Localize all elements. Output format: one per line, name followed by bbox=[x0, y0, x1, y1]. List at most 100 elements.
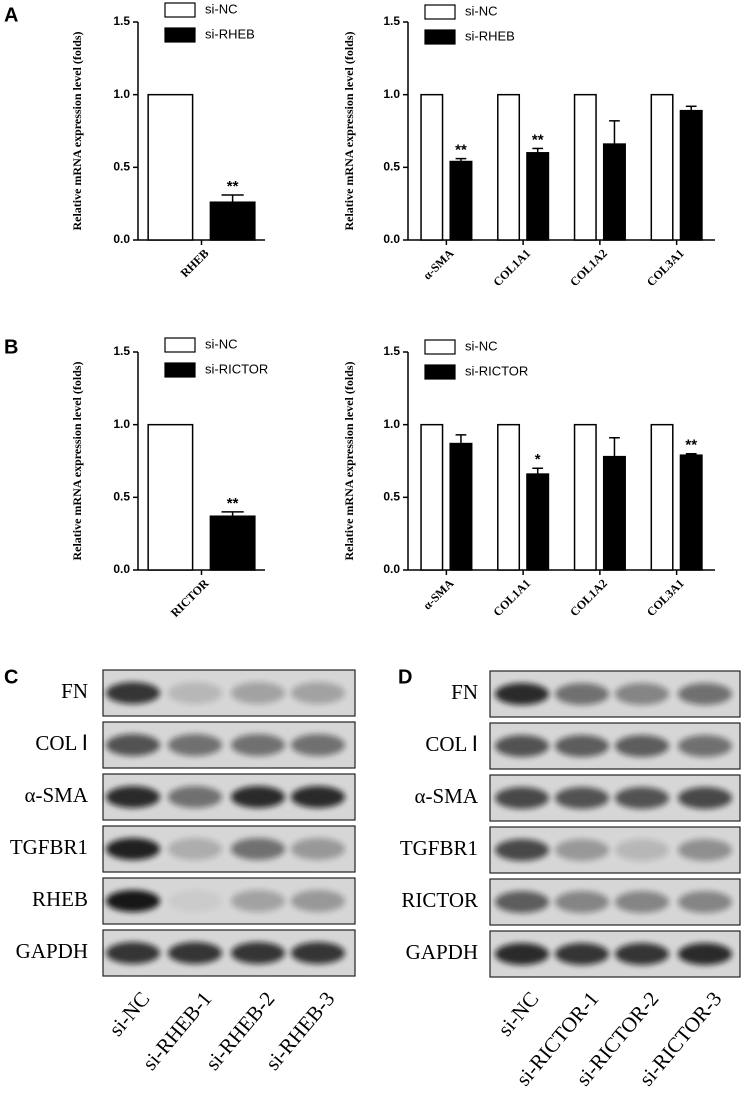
y-tick-label: 1.0 bbox=[113, 87, 130, 101]
bar bbox=[650, 93, 674, 241]
y-tick-label: 0.5 bbox=[383, 490, 400, 504]
y-tick-label: 0.5 bbox=[383, 160, 400, 174]
legend-label: si-RICTOR bbox=[205, 361, 268, 376]
x-tick-label: RHEB bbox=[178, 246, 212, 280]
band bbox=[495, 683, 549, 705]
significance: ** bbox=[532, 131, 544, 148]
y-tick-label: 0.0 bbox=[113, 232, 130, 246]
significance: ** bbox=[685, 437, 697, 454]
band bbox=[678, 943, 732, 965]
bar bbox=[526, 473, 550, 571]
band bbox=[555, 787, 609, 809]
band bbox=[555, 735, 609, 757]
bar bbox=[147, 423, 194, 571]
band bbox=[555, 839, 609, 861]
blot-row-label: COL Ⅰ bbox=[425, 732, 478, 756]
band bbox=[291, 786, 345, 808]
y-axis-label: Relative mRNA expression level (folds) bbox=[342, 31, 356, 230]
blot-row-label: TGFBR1 bbox=[10, 835, 88, 859]
band bbox=[615, 839, 669, 861]
x-tick-label: COL1A1 bbox=[490, 246, 533, 289]
band bbox=[678, 839, 732, 861]
blot-row-label: FN bbox=[451, 680, 478, 704]
x-tick-label: COL3A1 bbox=[644, 246, 687, 289]
band bbox=[555, 891, 609, 913]
band bbox=[615, 735, 669, 757]
bar bbox=[209, 201, 256, 241]
y-tick-label: 1.0 bbox=[113, 417, 130, 431]
y-tick-label: 0.0 bbox=[383, 232, 400, 246]
legend-swatch bbox=[424, 364, 456, 380]
y-tick-label: 0.5 bbox=[113, 490, 130, 504]
legend-swatch bbox=[164, 362, 196, 378]
band bbox=[291, 838, 345, 860]
band bbox=[678, 891, 732, 913]
band bbox=[555, 943, 609, 965]
x-tick-label: α-SMA bbox=[420, 576, 457, 613]
band bbox=[291, 890, 345, 912]
band bbox=[168, 942, 222, 964]
band bbox=[168, 890, 222, 912]
panel-label: C bbox=[4, 666, 18, 688]
band bbox=[495, 943, 549, 965]
bar bbox=[420, 93, 444, 241]
bar bbox=[497, 93, 521, 241]
band bbox=[495, 891, 549, 913]
band bbox=[231, 786, 285, 808]
significance: * bbox=[535, 451, 541, 468]
y-tick-label: 0.0 bbox=[383, 562, 400, 576]
blot-row-label: GAPDH bbox=[406, 940, 478, 964]
band bbox=[168, 734, 222, 756]
blot-row-label: COL Ⅰ bbox=[35, 731, 88, 755]
legend-label: si-NC bbox=[205, 336, 238, 351]
band bbox=[231, 890, 285, 912]
blot-row-label: α-SMA bbox=[24, 783, 88, 807]
bar bbox=[650, 423, 674, 571]
bar bbox=[573, 423, 597, 571]
band bbox=[106, 734, 160, 756]
legend-swatch bbox=[164, 27, 196, 43]
significance: ** bbox=[227, 178, 239, 195]
band bbox=[231, 734, 285, 756]
x-tick-label: RICTOR bbox=[168, 576, 212, 620]
band bbox=[291, 682, 345, 704]
bar bbox=[449, 160, 473, 241]
band bbox=[615, 683, 669, 705]
blot-row-label: RICTOR bbox=[401, 888, 478, 912]
bar bbox=[679, 454, 703, 571]
band bbox=[168, 682, 222, 704]
band bbox=[106, 682, 160, 704]
band bbox=[106, 838, 160, 860]
y-tick-label: 0.5 bbox=[113, 160, 130, 174]
bar bbox=[420, 423, 444, 571]
band bbox=[231, 838, 285, 860]
band bbox=[615, 891, 669, 913]
band bbox=[106, 786, 160, 808]
blot-row-label: α-SMA bbox=[414, 784, 478, 808]
bar bbox=[679, 109, 703, 241]
x-tick-label: COL1A2 bbox=[567, 576, 610, 619]
legend-swatch bbox=[164, 2, 196, 18]
panel-label: D bbox=[398, 666, 412, 688]
significance: ** bbox=[227, 495, 239, 512]
legend-label: si-NC bbox=[465, 3, 498, 18]
y-axis-label: Relative mRNA expression level (folds) bbox=[70, 361, 84, 560]
x-tick-label: COL3A1 bbox=[644, 576, 687, 619]
band bbox=[231, 942, 285, 964]
y-tick-label: 1.5 bbox=[383, 14, 400, 28]
band bbox=[678, 683, 732, 705]
legend-label: si-RICTOR bbox=[465, 363, 528, 378]
band bbox=[555, 683, 609, 705]
band bbox=[291, 734, 345, 756]
band bbox=[615, 787, 669, 809]
y-axis-label: Relative mRNA expression level (folds) bbox=[342, 361, 356, 560]
band bbox=[106, 890, 160, 912]
bar bbox=[526, 152, 550, 241]
x-tick-label: COL1A2 bbox=[567, 246, 610, 289]
bar bbox=[573, 93, 597, 241]
y-tick-label: 0.0 bbox=[113, 562, 130, 576]
blot-row-label: TGFBR1 bbox=[400, 836, 478, 860]
legend-swatch bbox=[424, 339, 456, 355]
band bbox=[168, 786, 222, 808]
